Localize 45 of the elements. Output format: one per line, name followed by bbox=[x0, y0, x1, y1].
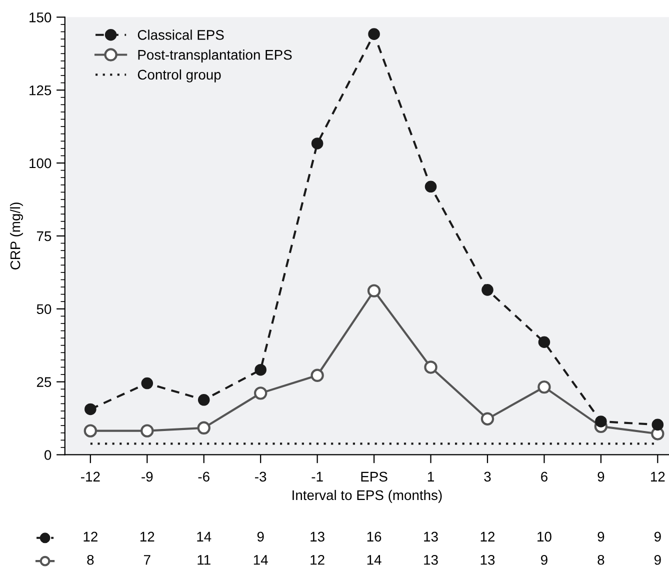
x-tick-label: -12 bbox=[81, 472, 100, 482]
text: 14 bbox=[197, 532, 212, 542]
text: 9 bbox=[654, 554, 661, 565]
text: 13 bbox=[480, 554, 495, 565]
x-tick-label: -9 bbox=[142, 472, 153, 482]
text: 12 bbox=[140, 532, 154, 542]
text: 12 bbox=[310, 554, 324, 565]
text: 16 bbox=[367, 532, 382, 542]
text: 9 bbox=[654, 532, 661, 542]
text: 14 bbox=[367, 555, 382, 565]
y-axis-title: CRP (mg/l) bbox=[10, 202, 23, 270]
x-tick-label: 9 bbox=[598, 472, 604, 482]
text: 10 bbox=[538, 532, 552, 542]
text: 9 bbox=[257, 532, 264, 542]
text: 14 bbox=[254, 555, 268, 565]
y-tick-label: 25 bbox=[36, 377, 52, 387]
x-tick-label: 12 bbox=[650, 472, 665, 482]
text: 8 bbox=[87, 554, 94, 565]
legend-label: Control group bbox=[138, 69, 221, 82]
x-tick-label: -3 bbox=[255, 472, 266, 482]
text: 12 bbox=[480, 532, 495, 542]
text: 13 bbox=[424, 554, 438, 565]
y-tick-label: 50 bbox=[36, 304, 52, 314]
x-tick-label: 1 bbox=[428, 472, 434, 482]
y-tick-label: 125 bbox=[30, 85, 52, 96]
x-tick-label: 3 bbox=[484, 472, 491, 482]
text: 9 bbox=[540, 554, 548, 565]
legend-label: Post-transplantation EPS bbox=[138, 50, 292, 62]
y-tick-label: 75 bbox=[36, 231, 52, 242]
text: 12 bbox=[84, 532, 98, 542]
text: 11 bbox=[198, 555, 210, 565]
x-tick-label: -6 bbox=[198, 472, 210, 482]
text: 8 bbox=[598, 554, 604, 565]
text: 13 bbox=[424, 532, 438, 542]
y-tick-label: 150 bbox=[30, 12, 52, 22]
text: 7 bbox=[144, 555, 150, 565]
y-tick-label: 0 bbox=[44, 450, 52, 460]
x-tick-label: EPS bbox=[361, 472, 388, 482]
x-tick-label: -1 bbox=[312, 472, 323, 482]
legend-label: Classical EPS bbox=[138, 30, 224, 40]
text: 9 bbox=[598, 532, 604, 542]
y-tick-label: 100 bbox=[30, 158, 52, 168]
x-tick-label: 6 bbox=[541, 472, 548, 482]
text: 13 bbox=[310, 532, 324, 542]
x-axis-title: Interval to EPS (months) bbox=[292, 490, 442, 503]
